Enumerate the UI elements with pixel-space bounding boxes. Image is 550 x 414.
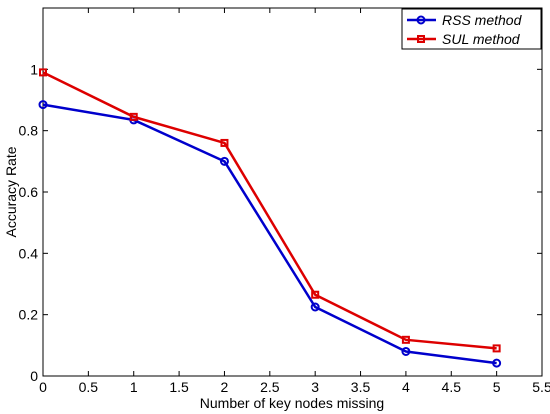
sul-method-point — [311, 290, 320, 299]
legend: RSS method SUL method — [401, 8, 542, 50]
series-layer — [38, 68, 502, 368]
x-axis-title: Number of key nodes missing — [200, 395, 384, 411]
y-tick-label: 0.4 — [19, 245, 39, 261]
legend-label-rss-method: RSS method — [442, 12, 523, 28]
sul-method-point — [129, 112, 138, 121]
rss-method-point — [492, 358, 502, 368]
x-tick-label: 4 — [402, 379, 410, 395]
y-axis: 0 0.2 0.4 0.6 0.8 1 — [19, 61, 542, 384]
x-tick-label: 0 — [39, 379, 47, 395]
y-tick-label: 0 — [30, 368, 38, 384]
x-tick-label: 5 — [493, 379, 501, 395]
sul-method-point — [39, 68, 47, 77]
rss-method-point — [219, 156, 229, 166]
x-tick-label: 3 — [311, 379, 319, 395]
x-axis: 0 0.5 1 1.5 2 2.5 3 3.5 4 4.5 5 5.5 — [39, 8, 550, 395]
rss-method-point — [38, 100, 48, 110]
legend-label-sul-method: SUL method — [442, 31, 521, 47]
legend-marker-sul-method — [417, 35, 425, 43]
legend-box — [401, 8, 542, 50]
sul-method-point — [220, 138, 229, 147]
x-tick-label: 2.5 — [260, 379, 280, 395]
sul-method-point — [492, 344, 501, 353]
x-tick-label: 1.5 — [169, 379, 189, 395]
legend-marker-rss-method — [416, 15, 426, 25]
sul-method-point — [401, 335, 410, 344]
y-tick-label: 0.6 — [19, 184, 39, 200]
y-tick-label: 0.8 — [19, 123, 39, 139]
x-tick-label: 4.5 — [442, 379, 462, 395]
y-tick-label: 0.2 — [19, 307, 39, 323]
y-axis-title: Accuracy Rate — [3, 146, 19, 237]
sul-method-line — [42, 71, 497, 350]
x-tick-label: 2 — [221, 379, 229, 395]
rss-method-point — [401, 346, 411, 356]
x-tick-label: 5.5 — [532, 379, 550, 395]
x-tick-label: 0.5 — [79, 379, 99, 395]
plot-area — [42, 7, 543, 377]
x-tick-label: 1 — [130, 379, 138, 395]
y-tick-label: 1 — [30, 61, 38, 77]
x-tick-label: 3.5 — [351, 379, 371, 395]
rss-method-line — [42, 103, 497, 365]
rss-method-point — [310, 302, 320, 312]
